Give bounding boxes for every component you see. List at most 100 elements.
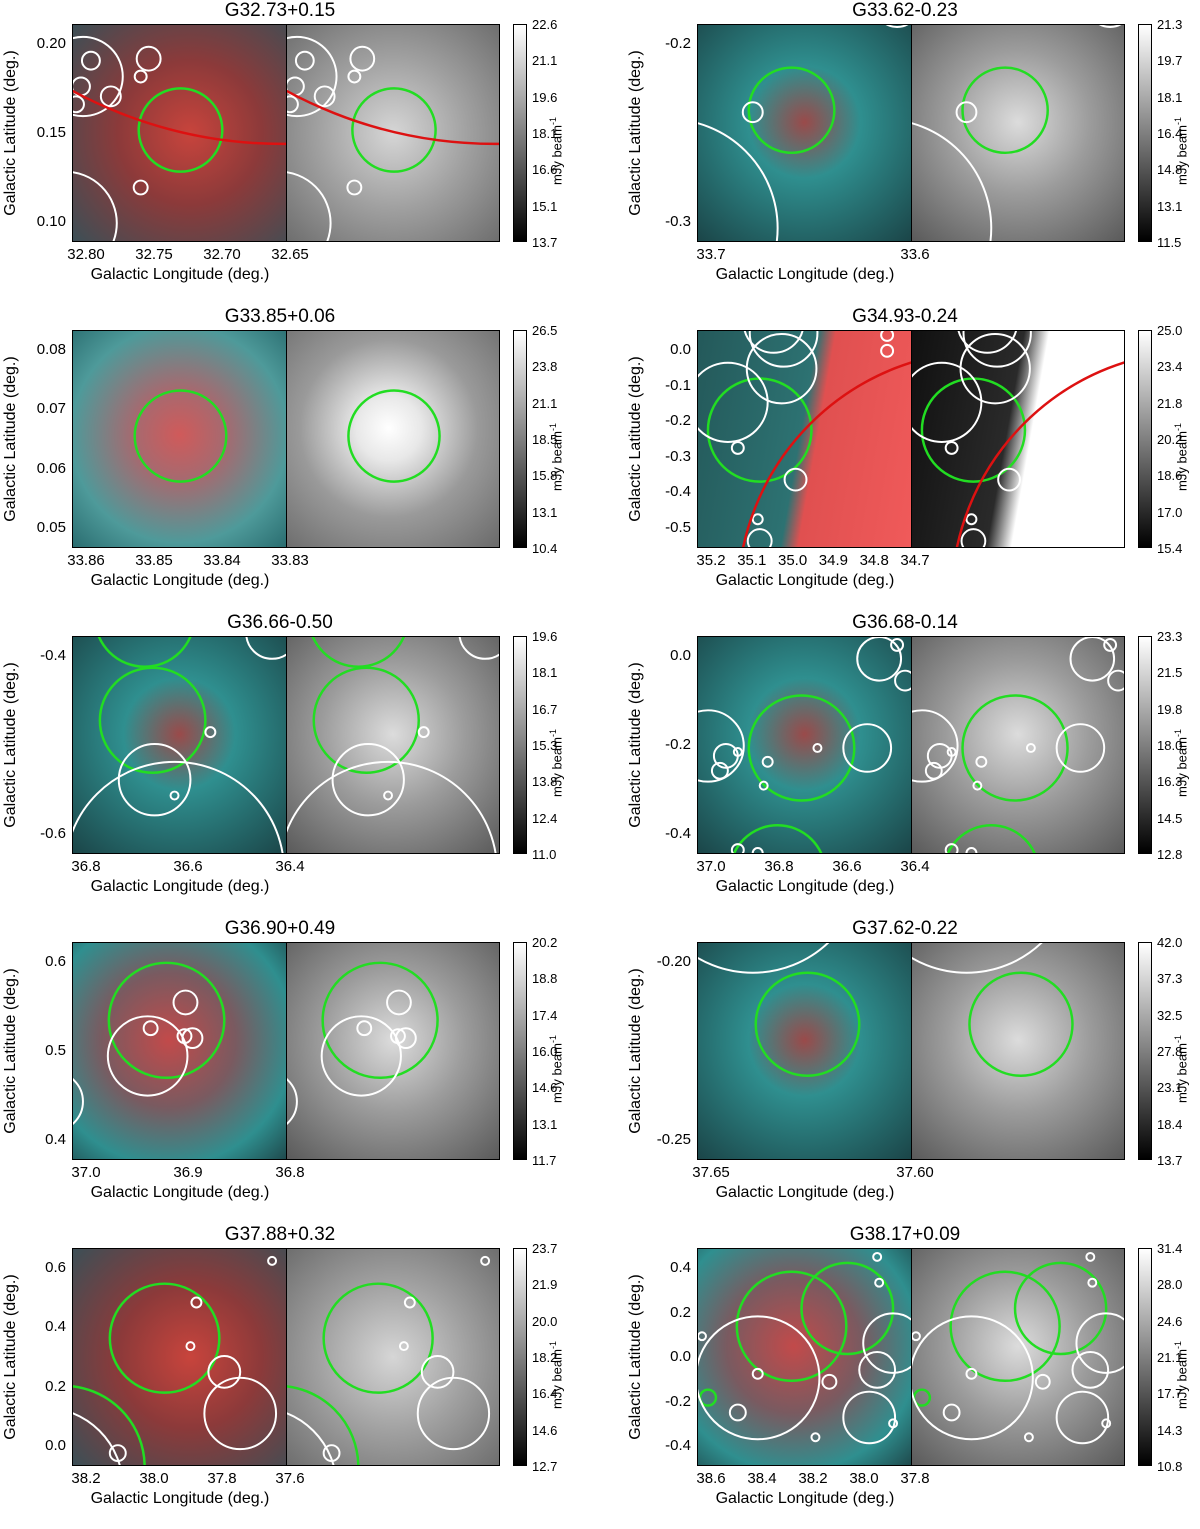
panel-title: G37.88+0.32	[224, 1224, 336, 1245]
colorbar-unit-label: mJy beam-1	[1173, 687, 1189, 797]
grayscale-continuum-image	[911, 637, 1124, 853]
image-frame	[72, 1248, 500, 1466]
catalog-circle	[1055, 723, 1106, 773]
rgb-composite-image	[73, 25, 286, 241]
x-tick-label: 33.83	[271, 552, 309, 569]
catalog-circle	[960, 528, 987, 547]
x-tick-label: 33.84	[203, 552, 241, 569]
colorbar-tick-label: 18.1	[1157, 89, 1183, 105]
figure-panel: G37.88+0.32 23.7 21.9 20.0 18.2 16.4 14.6 12.7 m…	[0, 1224, 600, 1529]
x-tick-label: 33.7	[696, 246, 726, 263]
colorbar-tick-label: 23.1	[1157, 1080, 1183, 1096]
catalog-circle	[710, 761, 729, 780]
x-axis-label: Galactic Longitude (deg.)	[90, 878, 270, 895]
figure-panel: G38.17+0.09 31.4 28.0 24.6 21.1 17.7 14.3 10.8 m…	[625, 1224, 1200, 1529]
y-tick-label: 0.4	[45, 1131, 66, 1148]
catalog-circle	[965, 847, 978, 853]
colorbar-tick-label: 11.7	[532, 1153, 557, 1168]
catalog-circle	[320, 1015, 402, 1097]
colorbar-tick-label: 21.1	[1157, 1350, 1183, 1365]
x-axis-label: Galactic Longitude (deg.)	[715, 1490, 895, 1507]
x-axis-label: Galactic Longitude (deg.)	[715, 878, 895, 895]
catalog-circle	[880, 331, 895, 342]
x-tick-label: 33.86	[67, 552, 105, 569]
colorbar-tick-label: 22.6	[532, 17, 558, 32]
colorbar-tick-label: 16.0	[532, 1044, 558, 1059]
catalog-circle	[751, 513, 764, 526]
colorbar-tick-label: 25.0	[1157, 323, 1183, 338]
y-tick-label: 0.2	[670, 1303, 691, 1321]
panel-title: G38.17+0.09	[849, 1224, 961, 1245]
x-tick-label: 36.4	[900, 858, 930, 875]
x-tick-label: 34.7	[900, 552, 930, 569]
catalog-circle	[874, 1277, 885, 1288]
catalog-circle	[962, 331, 1032, 368]
catalog-circle	[862, 1312, 911, 1374]
source-circle	[920, 377, 1027, 483]
colorbar-tick-label: 28.0	[1157, 1277, 1183, 1293]
catalog-circle	[172, 989, 199, 1016]
y-tick-label: 0.0	[670, 1348, 691, 1365]
colorbar-tick-label: 18.1	[532, 126, 558, 141]
grayscale-continuum-image	[286, 943, 499, 1159]
source-circle	[73, 1385, 146, 1465]
catalog-circle	[1055, 1390, 1110, 1445]
colorbar-unit-label: mJy beam-1	[1173, 993, 1189, 1103]
source-circle	[961, 66, 1049, 155]
catalog-circle	[856, 637, 903, 682]
x-tick-label: 32.80	[67, 246, 105, 263]
source-circle	[97, 637, 192, 668]
colorbar	[1138, 942, 1152, 1160]
catalog-circle	[322, 1444, 341, 1463]
y-tick-label: 0.4	[670, 1259, 691, 1276]
x-tick-label: 38.6	[696, 1470, 726, 1487]
figure-panel: G36.90+0.49 20.2 18.8 17.4 16.0 14.6 13.1 11.7 m…	[0, 918, 600, 1223]
catalog-circle	[698, 943, 830, 974]
figure-panel: G33.85+0.06 26.5 23.8 21.1 18.5 15.8 13.1 10.4 m…	[0, 306, 600, 611]
panel-title: G36.66-0.50	[227, 612, 333, 633]
catalog-circle	[390, 1028, 406, 1045]
colorbar-tick-label: 16.4	[532, 1386, 558, 1402]
catalog-circle	[347, 69, 362, 84]
catalog-circle	[73, 1078, 84, 1125]
snr-arc	[287, 89, 499, 146]
colorbar-tick-label: 18.8	[532, 971, 558, 987]
colorbar-tick-label: 12.8	[1157, 847, 1183, 862]
catalog-circle	[728, 1403, 747, 1422]
catalog-circle	[142, 1020, 159, 1037]
colorbar-tick-label: 14.6	[532, 1422, 558, 1438]
rgb-composite-image	[698, 943, 911, 1159]
catalog-circle	[99, 85, 122, 108]
catalog-circle	[746, 528, 773, 547]
x-tick-label: 36.8	[71, 858, 101, 875]
catalog-circle	[751, 1367, 764, 1380]
catalog-circle	[207, 1355, 242, 1389]
catalog-circle	[398, 1341, 409, 1352]
catalog-circle	[181, 1027, 204, 1050]
colorbar-tick-label: 13.7	[532, 235, 558, 250]
source-circle	[351, 87, 437, 173]
panel-title: G36.90+0.49	[224, 918, 336, 939]
colorbar-tick-label: 20.2	[532, 935, 558, 950]
colorbar	[513, 636, 527, 854]
catalog-circle	[394, 1027, 417, 1050]
colorbar-unit-text: mJy beam	[549, 1349, 565, 1409]
catalog-circle	[416, 1376, 491, 1451]
snr-arc	[742, 361, 911, 547]
y-tick-label: -0.4	[665, 825, 691, 842]
x-tick-label: 37.0	[71, 1164, 101, 1181]
colorbar-tick-label: 21.5	[1157, 665, 1183, 681]
rgb-composite-image	[698, 637, 911, 853]
colorbar-unit-label: mJy beam-1	[548, 381, 564, 491]
x-tick-label: 32.75	[135, 246, 173, 263]
image-frame	[697, 24, 1125, 242]
y-tick-label: -0.1	[665, 376, 691, 394]
source-circle	[321, 961, 439, 1079]
colorbar-tick-label: 18.2	[532, 1350, 558, 1365]
catalog-circle	[698, 1315, 821, 1441]
catalog-circle	[294, 50, 315, 71]
y-tick-label: 0.4	[45, 1318, 66, 1336]
source-circle	[312, 666, 420, 774]
rgb-composite-image	[698, 25, 911, 241]
catalog-circle	[821, 1373, 838, 1390]
